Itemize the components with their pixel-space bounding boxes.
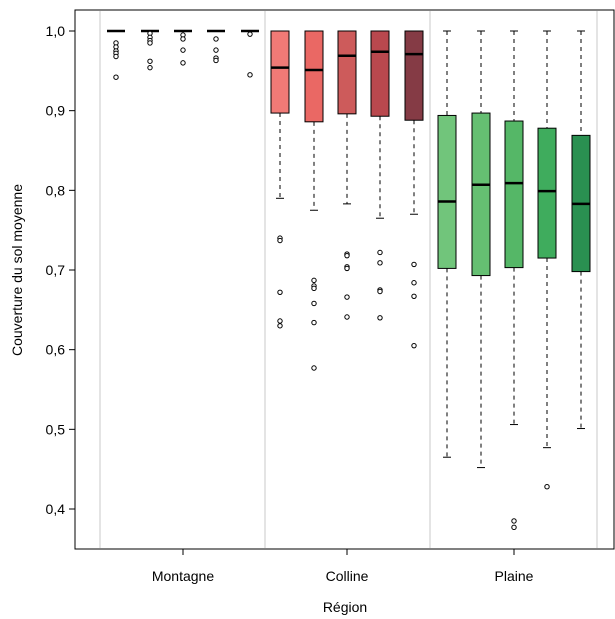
y-tick-label: 0,4 xyxy=(46,501,66,517)
outlier-point xyxy=(147,58,153,64)
box-body xyxy=(337,30,357,115)
box-body xyxy=(370,30,390,117)
outlier-point xyxy=(277,237,283,244)
outlier-point xyxy=(544,483,550,490)
y-tick-label: 0,9 xyxy=(46,103,66,119)
outlier-point xyxy=(411,293,417,299)
box-body xyxy=(437,114,457,269)
y-tick-label: 1,0 xyxy=(46,23,66,39)
outlier-point xyxy=(277,318,283,324)
outlier-point xyxy=(377,260,383,266)
outlier-point xyxy=(511,524,517,531)
x-axis: Montagne Colline Plaine xyxy=(152,549,534,584)
outlier-point xyxy=(411,261,417,268)
outlier-point xyxy=(147,64,153,71)
x-category-label: Plaine xyxy=(495,568,534,584)
group-separators xyxy=(99,11,598,548)
box-colline-3 xyxy=(337,30,357,320)
outlier-point xyxy=(377,288,383,295)
outlier-point xyxy=(311,285,317,292)
box-montagne-4 xyxy=(207,29,225,64)
box-plaine-2 xyxy=(471,30,491,469)
outlier-point xyxy=(311,365,317,371)
y-axis: 0,4 0,5 0,6 0,7 0,8 0,9 1,0 xyxy=(46,23,75,517)
box-plaine-3 xyxy=(504,30,524,531)
box-plaine-5 xyxy=(571,30,591,430)
y-tick-label: 0,7 xyxy=(46,262,66,278)
box-montagne-1 xyxy=(107,29,125,80)
outlier-point xyxy=(311,277,317,284)
outlier-point xyxy=(311,300,317,307)
x-axis-title: Région xyxy=(323,599,367,615)
box-body xyxy=(304,30,324,123)
outlier-point xyxy=(113,74,119,80)
outlier-point xyxy=(213,47,219,53)
y-axis-title: Couverture du sol moyenne xyxy=(9,184,25,356)
box-body xyxy=(537,127,557,259)
outlier-point xyxy=(377,249,383,256)
outlier-point xyxy=(277,289,283,296)
outlier-point xyxy=(180,36,186,42)
box-series xyxy=(107,29,591,531)
outlier-point xyxy=(147,40,153,46)
box-body xyxy=(270,30,290,114)
outlier-point xyxy=(311,319,317,326)
outlier-point xyxy=(411,342,417,349)
box-body xyxy=(404,30,424,121)
outlier-point xyxy=(344,314,350,320)
outlier-point xyxy=(511,518,517,524)
box-colline-5 xyxy=(404,30,424,349)
outlier-point xyxy=(247,72,253,78)
outlier-point xyxy=(344,265,350,272)
outlier-point xyxy=(113,53,119,60)
outlier-point xyxy=(377,315,383,321)
y-tick-label: 0,6 xyxy=(46,342,66,358)
box-montagne-2 xyxy=(141,29,159,71)
y-tick-label: 0,5 xyxy=(46,421,66,437)
outlier-point xyxy=(344,294,350,300)
y-tick-label: 0,8 xyxy=(46,182,66,198)
outlier-point xyxy=(213,57,219,64)
box-colline-4 xyxy=(370,30,390,321)
box-colline-1 xyxy=(270,30,290,329)
outlier-point xyxy=(277,323,283,329)
box-body xyxy=(504,120,524,269)
plot-frame xyxy=(74,9,615,550)
box-plaine-1 xyxy=(437,30,457,458)
box-montagne-5 xyxy=(241,29,259,78)
outlier-point xyxy=(411,280,417,286)
outlier-point xyxy=(344,252,350,259)
outlier-point xyxy=(213,36,219,42)
box-colline-2 xyxy=(304,30,324,371)
box-montagne-3 xyxy=(174,29,192,66)
outlier-point xyxy=(180,47,186,53)
box-plaine-4 xyxy=(537,30,557,490)
box-body xyxy=(471,112,491,277)
x-category-label: Montagne xyxy=(152,568,214,584)
x-category-label: Colline xyxy=(326,568,369,584)
outlier-point xyxy=(180,60,186,66)
outlier-point xyxy=(247,31,253,37)
